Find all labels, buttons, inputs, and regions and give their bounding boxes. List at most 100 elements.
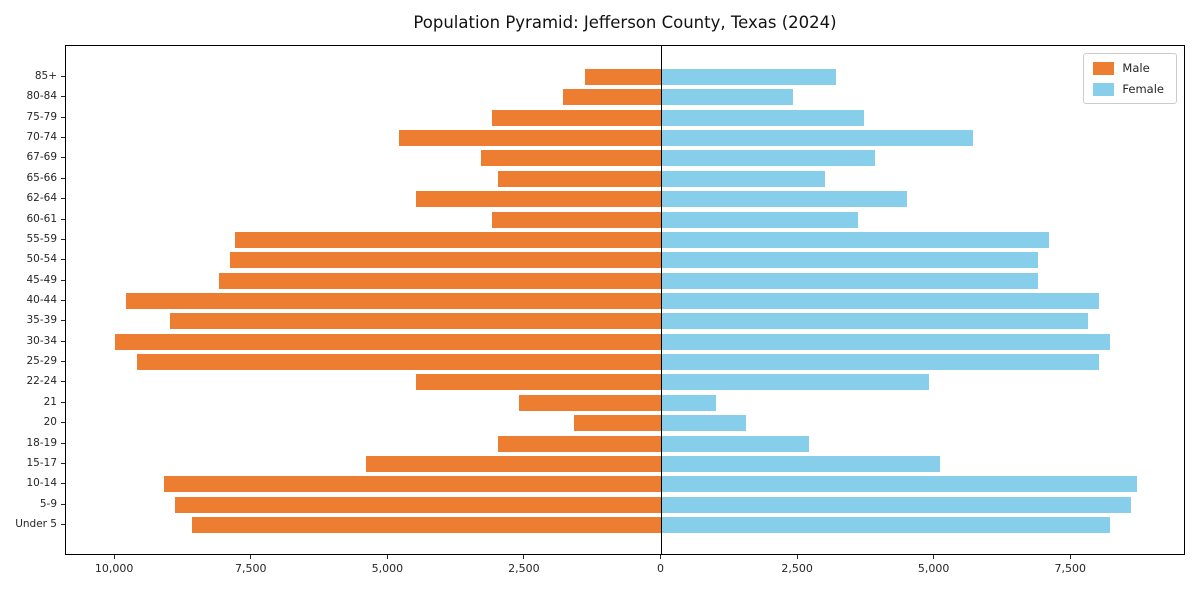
bar-female-18-19 — [661, 435, 809, 452]
bar-female-62-64 — [661, 191, 908, 208]
y-tick-mark — [61, 442, 65, 444]
x-tick-mark — [933, 555, 935, 559]
y-tick-label: 5-9 — [39, 497, 57, 510]
y-tick-mark — [61, 340, 65, 342]
chart-title: Population Pyramid: Jefferson County, Te… — [413, 13, 837, 32]
bar-female-15-17 — [661, 455, 941, 472]
x-tick-mark — [660, 555, 661, 559]
bar-female-21 — [661, 394, 717, 411]
bar-female-65-66 — [661, 170, 826, 187]
bar-male-15-17 — [366, 455, 662, 472]
y-tick-mark — [61, 238, 65, 240]
y-tick-label: 10-14 — [26, 477, 57, 490]
y-tick-mark — [61, 462, 65, 464]
y-tick-label: 45-49 — [26, 273, 57, 286]
bar-male-30-34 — [115, 333, 662, 350]
legend-label-male: Male — [1122, 61, 1150, 75]
bar-male-45-49 — [218, 272, 662, 289]
y-tick-mark — [61, 76, 65, 77]
y-tick-mark — [61, 198, 65, 200]
y-tick-label: 67-69 — [26, 151, 57, 164]
y-tick-mark — [61, 483, 65, 485]
y-tick-label: 18-19 — [26, 436, 57, 449]
y-tick-mark — [61, 157, 65, 159]
bar-female-5-9 — [661, 496, 1132, 513]
y-tick-label: 60-61 — [26, 212, 57, 225]
y-tick-label: 85+ — [34, 70, 57, 82]
bar-male-62-64 — [415, 191, 662, 208]
y-tick-mark — [61, 524, 65, 525]
y-tick-label: 70-74 — [26, 131, 57, 144]
bar-male-20 — [574, 415, 662, 432]
y-tick-label: 50-54 — [26, 253, 57, 266]
x-tick-mark — [1069, 555, 1071, 559]
y-tick-mark — [61, 361, 65, 363]
x-tick-label: 10,000 — [94, 562, 134, 575]
bar-male-22-24 — [415, 374, 662, 391]
bar-male-55-59 — [235, 231, 662, 248]
x-tick-mark — [250, 555, 252, 559]
x-tick-mark — [386, 555, 388, 559]
legend-label-female: Female — [1122, 82, 1164, 96]
x-tick-mark — [523, 555, 525, 559]
x-tick-label: 2,500 — [508, 562, 540, 575]
y-tick-mark — [61, 218, 65, 220]
bar-female-85+ — [661, 69, 837, 85]
bar-male-75-79 — [492, 109, 662, 126]
bar-male-10-14 — [164, 476, 662, 493]
bar-male-25-29 — [137, 354, 662, 371]
y-tick-label: 21 — [43, 395, 57, 408]
bar-male-18-19 — [497, 435, 662, 452]
y-tick-mark — [61, 401, 65, 403]
x-tick-label: 5,000 — [371, 562, 404, 575]
bar-female-22-24 — [661, 374, 930, 391]
bar-female-10-14 — [661, 476, 1137, 493]
x-tick-mark — [113, 555, 115, 559]
bar-female-67-69 — [661, 150, 875, 167]
x-tick-mark — [796, 555, 798, 559]
y-tick-mark — [61, 503, 65, 505]
y-tick-mark — [61, 259, 65, 261]
y-tick-label: 80-84 — [26, 90, 57, 103]
bar-female-55-59 — [661, 231, 1050, 248]
bar-male-50-54 — [229, 252, 662, 269]
legend: Male Female — [1083, 53, 1177, 104]
y-tick-mark — [61, 279, 65, 281]
plot-area: Male Female — [65, 45, 1185, 555]
x-tick-label: 7,500 — [235, 562, 267, 575]
y-tick-label: 75-79 — [26, 110, 57, 123]
y-tick-label: 65-66 — [26, 171, 57, 184]
bar-male-Under 5 — [191, 517, 662, 533]
bar-female-80-84 — [661, 89, 793, 106]
y-tick-label: 15-17 — [26, 456, 57, 469]
zero-axis-line — [660, 46, 663, 554]
legend-item-female: Female — [1093, 82, 1164, 96]
y-tick-label: 55-59 — [26, 232, 57, 245]
y-tick-label: 20 — [43, 416, 57, 429]
y-tick-mark — [61, 300, 65, 301]
bar-female-70-74 — [661, 130, 973, 147]
y-tick-mark — [61, 422, 65, 424]
bar-male-40-44 — [126, 293, 662, 309]
bar-female-35-39 — [661, 313, 1088, 330]
x-tick-label: 0 — [657, 562, 664, 575]
female-swatch — [1093, 82, 1115, 96]
y-tick-label: 35-39 — [26, 314, 57, 327]
bar-male-65-66 — [497, 170, 662, 187]
y-tick-label: Under 5 — [15, 518, 57, 530]
y-tick-mark — [61, 137, 65, 139]
y-tick-label: 25-29 — [26, 355, 57, 368]
y-tick-label: 62-64 — [26, 192, 57, 205]
bar-male-80-84 — [563, 89, 662, 106]
bar-female-45-49 — [661, 272, 1039, 289]
bar-female-40-44 — [661, 293, 1099, 309]
bar-female-Under 5 — [661, 517, 1110, 533]
bar-male-5-9 — [175, 496, 662, 513]
x-tick-label: 5,000 — [917, 562, 950, 575]
male-swatch — [1093, 61, 1115, 75]
bar-male-67-69 — [481, 150, 662, 167]
y-tick-mark — [61, 116, 65, 118]
bar-female-75-79 — [661, 109, 864, 126]
bar-female-30-34 — [661, 333, 1110, 350]
